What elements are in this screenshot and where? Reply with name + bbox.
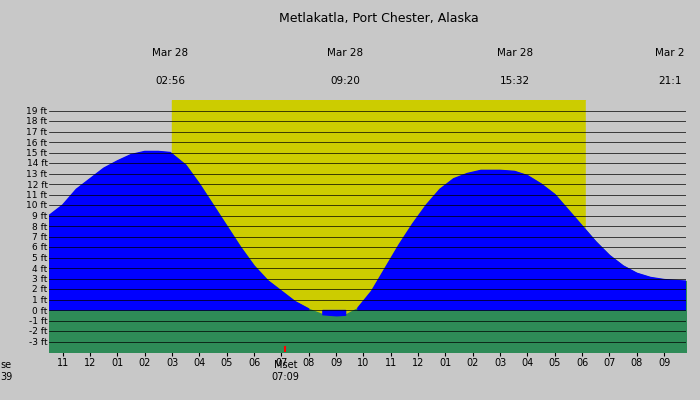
Text: Mset
07:09: Mset 07:09 bbox=[272, 360, 300, 382]
Bar bbox=[49, 100, 172, 352]
Text: 09:20: 09:20 bbox=[330, 76, 360, 86]
Text: 02:56: 02:56 bbox=[155, 76, 186, 86]
Text: 21:1: 21:1 bbox=[658, 76, 681, 86]
Text: 15:32: 15:32 bbox=[500, 76, 530, 86]
Text: Mar 2: Mar 2 bbox=[654, 48, 685, 58]
Bar bbox=[586, 100, 686, 352]
Bar bbox=[172, 100, 586, 352]
Text: Metlakatla, Port Chester, Alaska: Metlakatla, Port Chester, Alaska bbox=[279, 12, 479, 25]
Text: Mar 28: Mar 28 bbox=[327, 48, 363, 58]
Text: se
39: se 39 bbox=[0, 360, 13, 382]
Text: Mar 28: Mar 28 bbox=[496, 48, 533, 58]
Text: Mar 28: Mar 28 bbox=[152, 48, 188, 58]
